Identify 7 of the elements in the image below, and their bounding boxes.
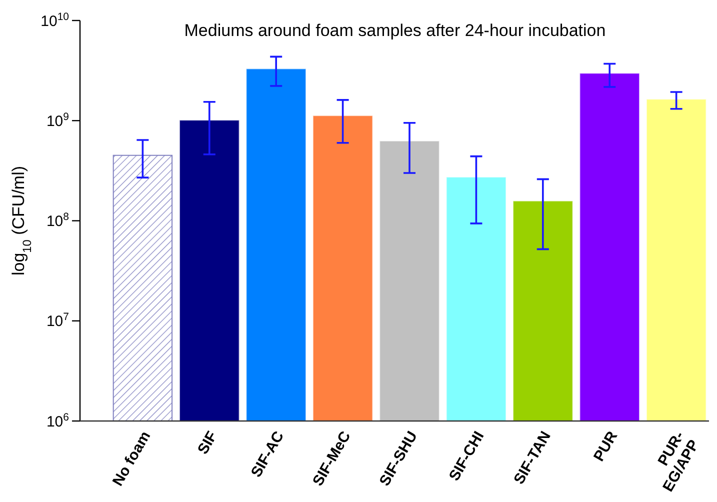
y-tick-label: 10$^{8}$ [46,211,70,230]
x-tick-label: SIF [194,428,221,458]
chart-title: Mediums around foam samples after 24-hour incubation [184,21,606,40]
y-tick-label: 10$^{9}$ [46,110,70,130]
y-tick-label: 10$^{10}$ [40,10,70,30]
y-tick-label: 10$^{6}$ [46,411,70,430]
y-tick-label: 10$^{7}$ [46,311,70,330]
